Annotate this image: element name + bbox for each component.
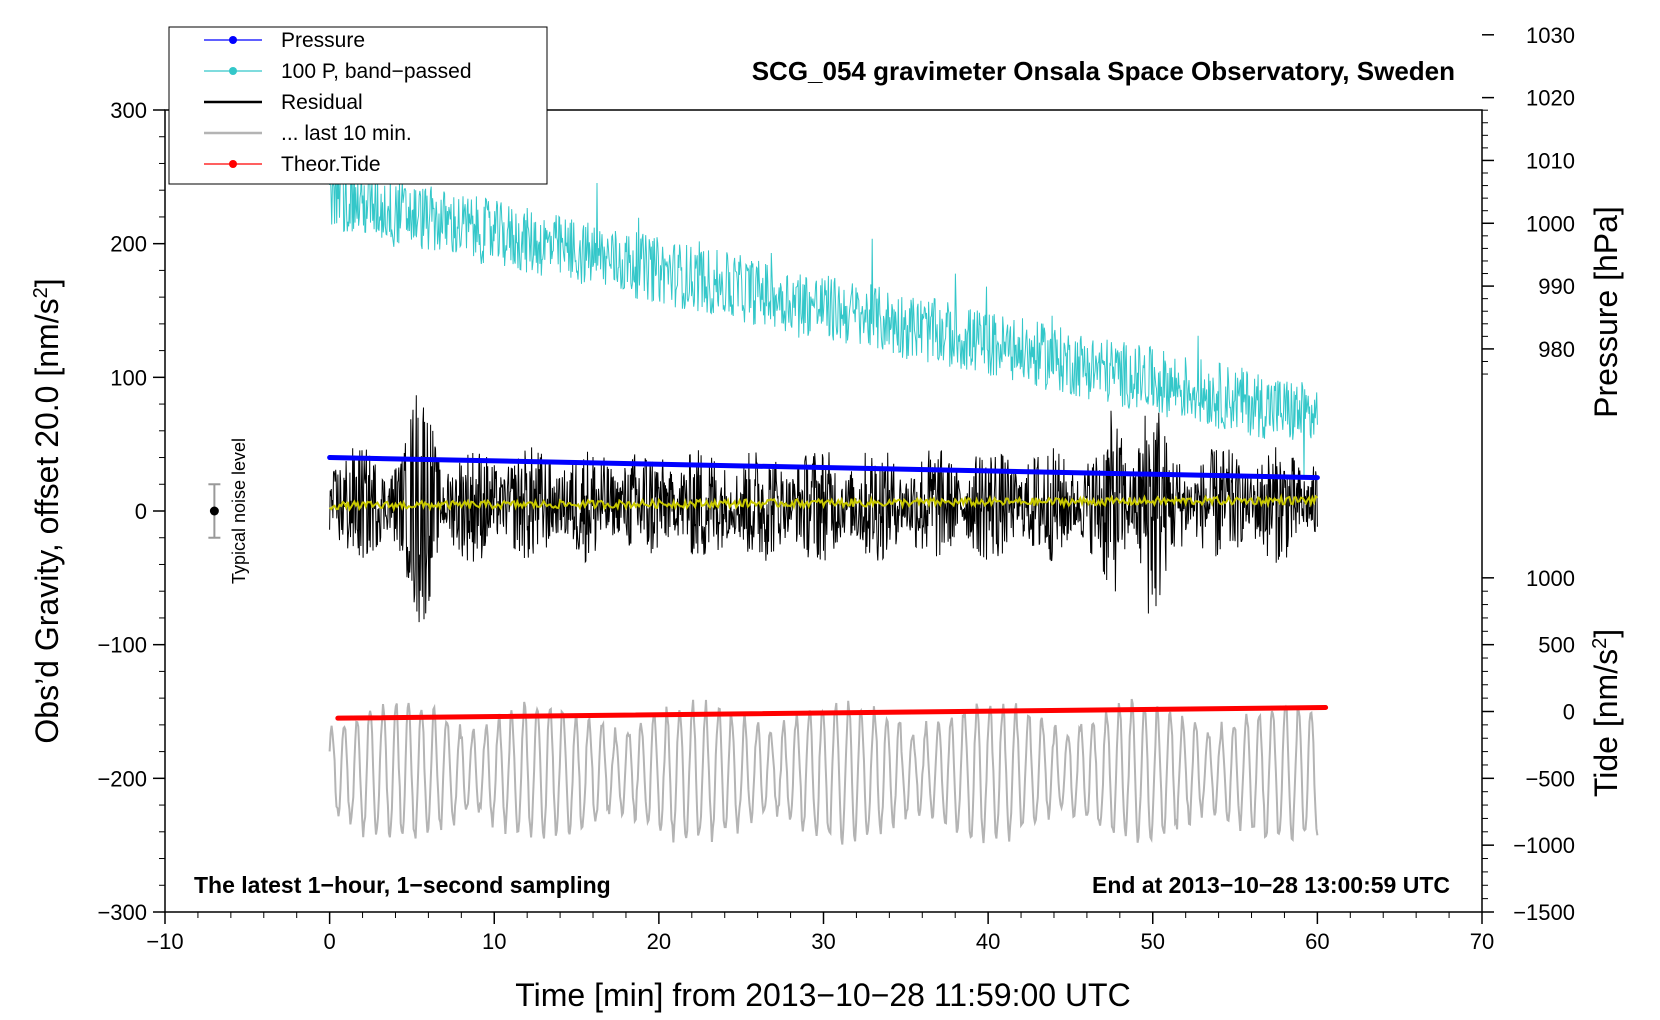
y-axis-title-left-sup: 2 xyxy=(30,287,52,298)
y-tick-label: 100 xyxy=(110,365,147,390)
x-axis-title: Time [min] from 2013−10−28 11:59:00 UTC xyxy=(515,977,1130,1013)
tide-tick-label: −500 xyxy=(1525,766,1575,791)
y-tick-label: 300 xyxy=(110,98,147,123)
series-residual xyxy=(329,395,1318,623)
tide-tick-label: −1500 xyxy=(1513,900,1575,925)
tide-tick-label: 0 xyxy=(1563,700,1575,725)
tide-axis-title-main: Tide [nm/s xyxy=(1588,649,1624,797)
y-tick-label: −200 xyxy=(97,766,147,791)
y-axis-title-left: Obs’d Gravity, offset 20.0 [nm/s2] xyxy=(29,278,65,743)
legend-marker xyxy=(229,67,237,75)
series-band-passed xyxy=(329,147,1318,477)
y-tick-label: 200 xyxy=(110,232,147,257)
tide-tick-label: 1000 xyxy=(1526,566,1575,591)
x-tick-label: 30 xyxy=(811,929,835,954)
series-last-10-min xyxy=(328,698,1319,845)
legend-marker xyxy=(229,160,237,168)
x-tick-label: 50 xyxy=(1141,929,1165,954)
tide-axis-title-end: ] xyxy=(1588,629,1624,638)
pressure-tick-label: 1030 xyxy=(1526,23,1575,48)
series-pressure xyxy=(327,455,1320,481)
noise-level-indicator: Typical noise level xyxy=(208,438,249,584)
legend-marker xyxy=(229,36,237,44)
legend-label: Theor.Tide xyxy=(281,153,381,176)
x-tick-label: 70 xyxy=(1470,929,1494,954)
y-axis-title-left-main: Obs’d Gravity, offset 20.0 [nm/s xyxy=(29,298,65,743)
x-tick-label: 10 xyxy=(482,929,506,954)
pressure-tick-label: 1000 xyxy=(1526,211,1575,236)
pressure-tick-label: 1020 xyxy=(1526,86,1575,111)
series-theor-tide xyxy=(335,704,1329,721)
pressure-tick-label: 1010 xyxy=(1526,148,1575,173)
noise-level-label: Typical noise level xyxy=(229,438,249,584)
x-tick-label: 20 xyxy=(647,929,671,954)
x-tick-label: 60 xyxy=(1305,929,1329,954)
tide-axis-title: Tide [nm/s2] xyxy=(1588,629,1624,797)
x-tick-label: 40 xyxy=(976,929,1000,954)
chart-title: SCG_054 gravimeter Onsala Space Observat… xyxy=(752,56,1455,86)
series-smoothed-residual xyxy=(328,493,1319,513)
y-tick-label: −300 xyxy=(97,900,147,925)
axis-layer: −10 0 10 20 30 40 50 60 70−300−200−1000100200300… xyxy=(97,23,1575,954)
pressure-tick-label: 980 xyxy=(1538,337,1575,362)
tide-tick-label: 500 xyxy=(1538,633,1575,658)
legend-label: Pressure xyxy=(281,29,365,52)
noise-dot xyxy=(209,506,219,516)
legend-box xyxy=(168,26,548,185)
legend-label: ... last 10 min. xyxy=(281,122,412,145)
pressure-axis-title: Pressure [hPa] xyxy=(1588,206,1624,418)
x-tick-label: 0 xyxy=(324,929,336,954)
y-axis-title-left-end: ] xyxy=(29,278,65,287)
annotation-end-time: End at 2013−10−28 13:00:59 UTC xyxy=(1092,872,1450,898)
annotation-sampling: The latest 1−hour, 1−second sampling xyxy=(194,872,611,898)
series-layer xyxy=(327,147,1329,845)
y-tick-label: 0 xyxy=(135,499,147,524)
x-tick-label: −10 xyxy=(146,929,183,954)
tide-tick-label: −1000 xyxy=(1513,833,1575,858)
legend: Pressure 100 P, band−passed Residual ... la… xyxy=(168,26,548,185)
y-tick-label: −100 xyxy=(97,633,147,658)
legend-items: Pressure 100 P, band−passed Residual ... la… xyxy=(204,29,472,176)
tide-axis-title-sup: 2 xyxy=(1589,638,1611,649)
legend-label: Residual xyxy=(281,91,363,114)
pressure-tick-label: 990 xyxy=(1538,274,1575,299)
legend-label: 100 P, band−passed xyxy=(281,60,472,83)
